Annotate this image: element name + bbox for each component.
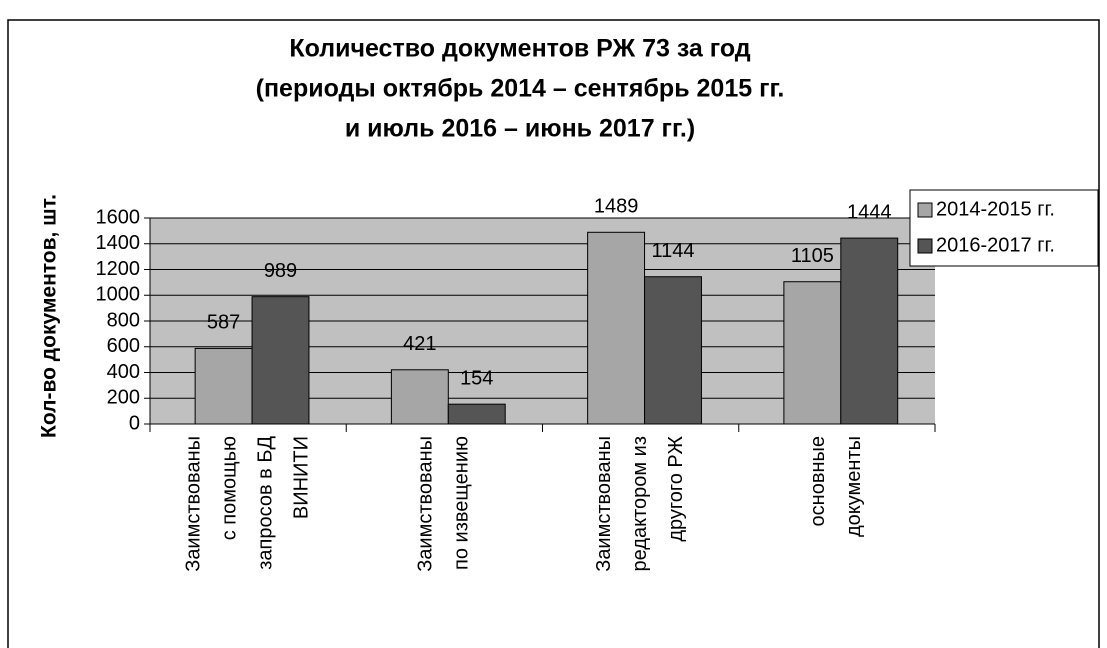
- bar: [840, 237, 899, 425]
- bar: [644, 276, 702, 425]
- y-tick-label: 1000: [96, 284, 141, 306]
- x-tick-label: другого РЖ: [665, 435, 687, 541]
- y-tick-label: 1200: [96, 258, 141, 280]
- x-tick-label: по извещению: [451, 436, 473, 570]
- x-tick-label: документы: [843, 436, 865, 537]
- x-tick-label: Заимствованы: [415, 436, 437, 572]
- chart-title: (периоды октябрь 2014 – сентябрь 2015 гг…: [256, 75, 785, 103]
- legend-label: 2014-2015 гг.: [936, 198, 1055, 220]
- y-tick-label: 1600: [96, 206, 141, 228]
- y-tick-label: 0: [129, 412, 140, 434]
- y-tick-label: 200: [107, 387, 140, 409]
- legend-label: 2016-2017 гг.: [936, 234, 1055, 256]
- y-tick-label: 800: [107, 309, 140, 331]
- bar: [783, 281, 842, 425]
- x-tick-label: ВИНИТИ: [290, 436, 312, 519]
- value-label: 989: [264, 260, 297, 282]
- y-axis-label: Кол-во документов, шт.: [38, 194, 61, 438]
- legend-swatch: [917, 202, 933, 218]
- chart-title: и июль 2016 – июнь 2017 гг.): [345, 115, 695, 143]
- legend-box: [909, 189, 1099, 267]
- bar: [251, 296, 310, 425]
- value-label: 154: [460, 367, 493, 389]
- x-tick-label: с помощью: [218, 436, 240, 540]
- x-tick-label: Заимствованы: [182, 436, 204, 572]
- y-tick-label: 400: [107, 361, 140, 383]
- bar: [587, 231, 646, 425]
- bar: [447, 403, 506, 425]
- x-tick-label: основные: [807, 436, 829, 526]
- x-tick-label: редактором из: [629, 436, 651, 572]
- chart-title: Количество документов РЖ 73 за год: [289, 35, 750, 63]
- bar: [194, 347, 253, 425]
- y-tick-label: 600: [107, 335, 140, 357]
- y-tick-label: 1400: [96, 232, 141, 254]
- x-tick-label: запросов в БД: [254, 436, 276, 570]
- value-label: 1105: [791, 245, 834, 267]
- value-label: 1444: [847, 201, 892, 223]
- bar: [390, 369, 449, 425]
- x-tick-label: Заимствованы: [593, 436, 615, 572]
- value-label: 1489: [594, 196, 639, 218]
- value-label: 587: [207, 312, 240, 334]
- value-label: 421: [403, 333, 436, 355]
- legend-swatch: [917, 238, 933, 254]
- value-label: 1144: [651, 240, 694, 262]
